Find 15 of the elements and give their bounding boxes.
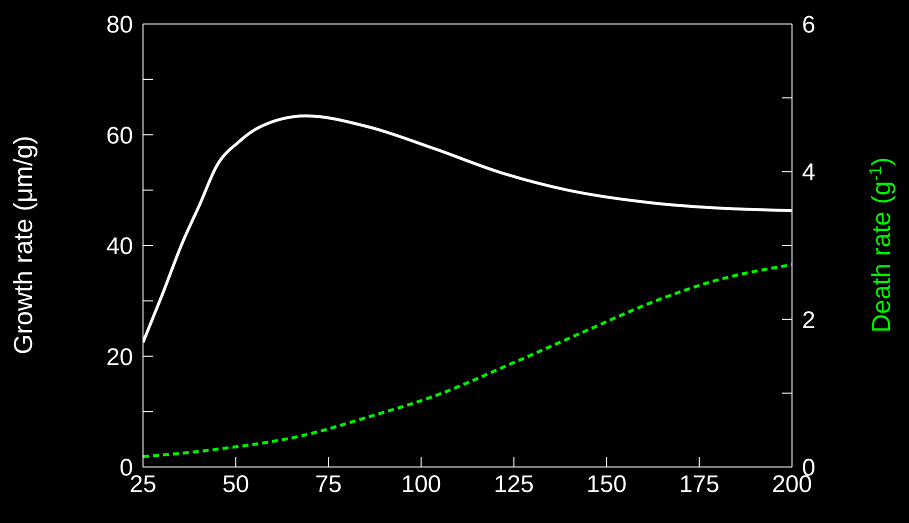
x-tick-label: 50 <box>222 471 250 498</box>
x-tick-label: 150 <box>586 471 627 498</box>
y-tick-label: 40 <box>106 233 133 260</box>
x-tick-label: 175 <box>679 471 720 498</box>
y-axis-title: Growth rate (μm/g) <box>8 136 38 354</box>
y-tick-label: 80 <box>106 12 133 39</box>
y-tick-label: 60 <box>106 122 133 150</box>
y2-tick-label: 4 <box>802 159 816 186</box>
y-tick-label: 20 <box>106 344 133 371</box>
y2-tick-label: 6 <box>802 12 816 39</box>
x-tick-label: 100 <box>401 471 442 498</box>
x-tick-label: 75 <box>315 471 342 498</box>
y2-tick-label: 2 <box>802 306 816 334</box>
line-series <box>143 263 792 458</box>
x-tick-label: 125 <box>494 471 534 498</box>
